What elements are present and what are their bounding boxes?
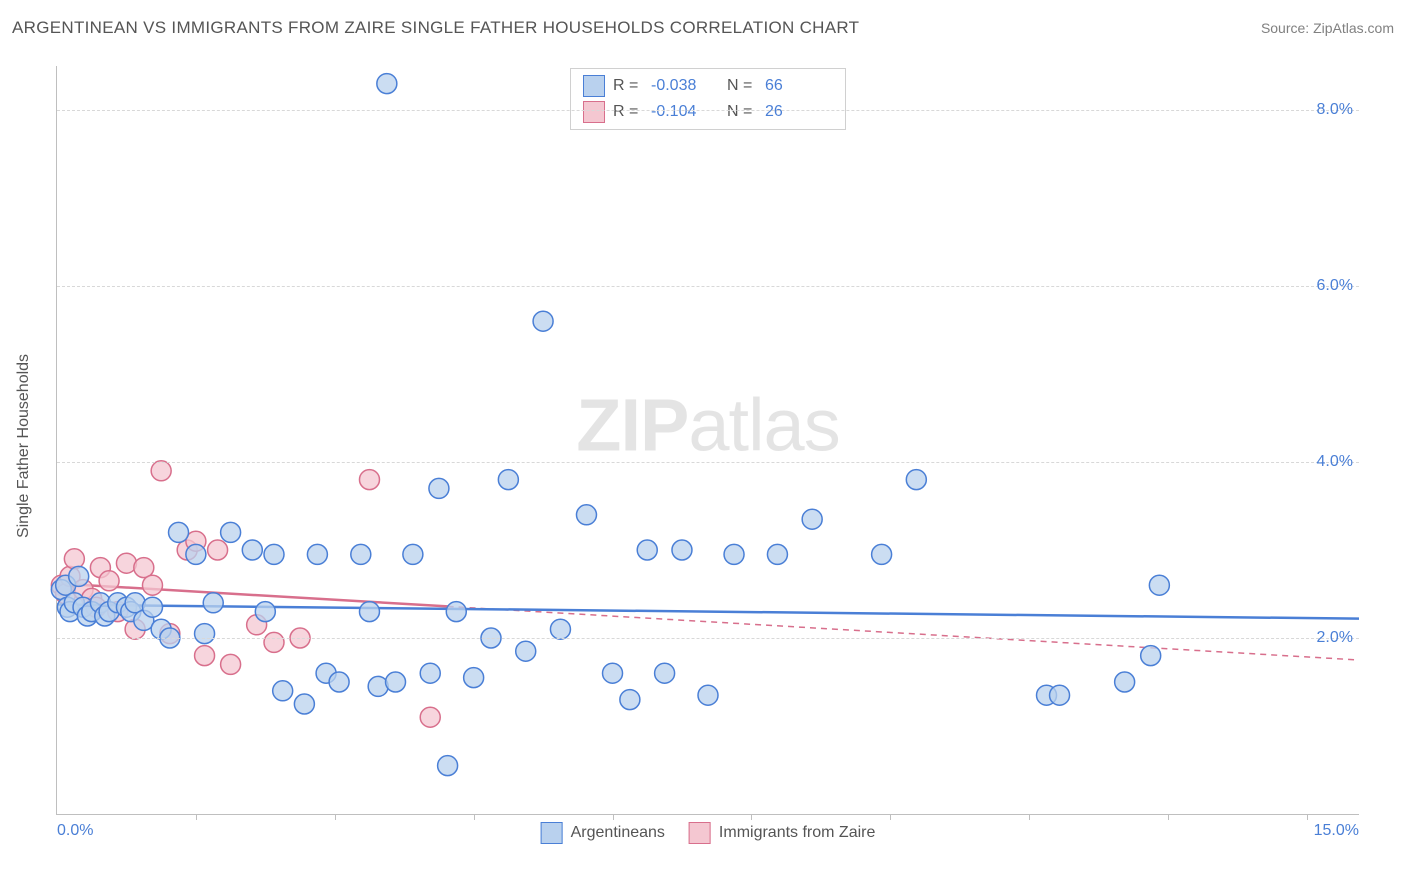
y-axis-tick-label: 4.0% [1317, 453, 1353, 471]
grid-line [57, 462, 1359, 463]
source-attribution: Source: ZipAtlas.com [1261, 20, 1394, 36]
grid-line [57, 110, 1359, 111]
legend-correlation: R =-0.038N =66R =-0.104N =26 [570, 68, 846, 130]
chart-title: ARGENTINEAN VS IMMIGRANTS FROM ZAIRE SIN… [12, 18, 859, 38]
x-axis-tick [196, 814, 197, 820]
legend-correlation-row: R =-0.038N =66 [583, 73, 833, 99]
y-axis-tick-label: 6.0% [1317, 277, 1353, 295]
y-axis-tick-label: 2.0% [1317, 629, 1353, 647]
y-axis-tick-label: 8.0% [1317, 101, 1353, 119]
chart-svg [57, 66, 1359, 814]
plot-area: ZIPatlas R =-0.038N =66R =-0.104N =26 Ar… [56, 66, 1359, 815]
legend-series: Argentineans Immigrants from Zaire [541, 822, 876, 844]
x-axis-tick [1029, 814, 1030, 820]
grid-line [57, 286, 1359, 287]
x-axis-tick [1168, 814, 1169, 820]
y-axis-label: Single Father Households [15, 354, 33, 538]
x-axis-tick [613, 814, 614, 820]
grid-line [57, 638, 1359, 639]
legend-series-item: Argentineans [541, 822, 665, 844]
legend-correlation-row: R =-0.104N =26 [583, 99, 833, 125]
x-axis-tick [890, 814, 891, 820]
x-axis-tick [474, 814, 475, 820]
x-axis-tick [751, 814, 752, 820]
x-axis-tick-max: 15.0% [1314, 822, 1359, 840]
legend-series-item: Immigrants from Zaire [689, 822, 875, 844]
x-axis-tick [335, 814, 336, 820]
x-axis-tick [1307, 814, 1308, 820]
x-axis-tick-min: 0.0% [57, 822, 93, 840]
